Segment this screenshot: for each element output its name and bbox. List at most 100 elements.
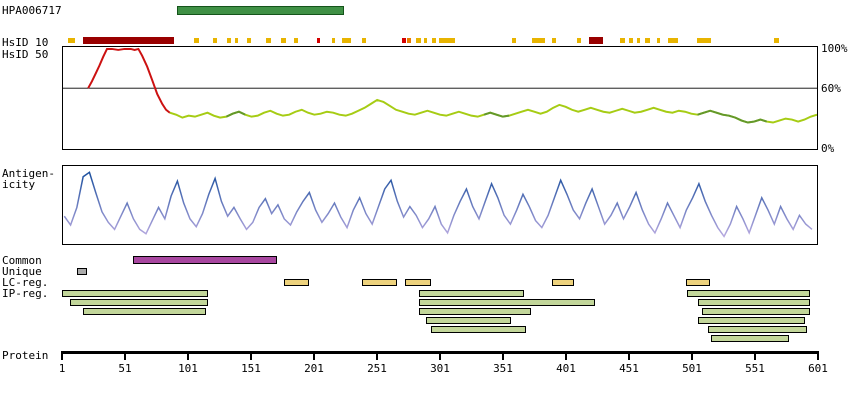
regions-label-ip-reg: IP-reg. bbox=[2, 287, 49, 300]
axis-tick bbox=[691, 351, 693, 360]
axis-tick bbox=[439, 351, 441, 360]
axis-tick-label: 101 bbox=[178, 362, 198, 375]
axis-tick bbox=[187, 351, 189, 360]
hsid10-segment bbox=[227, 38, 231, 43]
region-bar-ipreg bbox=[62, 290, 209, 297]
region-bar-ipreg bbox=[69, 299, 209, 306]
identity-profile-dark-segment bbox=[483, 111, 510, 118]
hsid10-segment bbox=[636, 38, 641, 43]
hsid10-segment bbox=[247, 38, 251, 43]
hsid10-segment bbox=[341, 38, 351, 43]
antigenicity-label-line1: Antigen- bbox=[2, 167, 55, 180]
axis-tick bbox=[124, 351, 126, 360]
hsid50-ytick-0: 0% bbox=[821, 142, 835, 155]
hsid10-segment bbox=[331, 38, 336, 43]
hsid10-segment bbox=[213, 38, 217, 43]
identity-profile-line bbox=[169, 98, 817, 124]
hsid10-segment bbox=[361, 38, 366, 43]
hsid10-segment bbox=[432, 38, 437, 43]
hsid10-segment bbox=[194, 38, 200, 43]
region-bar-ipreg bbox=[698, 299, 811, 306]
region-bar-lcreg bbox=[404, 279, 432, 286]
axis-tick bbox=[61, 351, 63, 360]
hsid10-segment bbox=[266, 38, 272, 43]
hsid10-segment bbox=[316, 38, 321, 43]
axis-tick bbox=[754, 351, 756, 360]
hsid10-segment bbox=[423, 38, 428, 43]
hsid10-segment bbox=[645, 38, 651, 43]
axis-tick bbox=[565, 351, 567, 360]
axis-tick-label: 1 bbox=[58, 362, 66, 375]
region-bar-ipreg bbox=[686, 290, 811, 297]
regions-label-lc-reg: LC-reg. bbox=[2, 276, 49, 289]
region-bar-common bbox=[132, 256, 278, 264]
region-bar-lcreg bbox=[361, 279, 398, 286]
hsid10-segment bbox=[293, 38, 298, 43]
hsid10-segment bbox=[234, 38, 239, 43]
region-bar-ipreg bbox=[426, 317, 511, 324]
axis-tick-label: 601 bbox=[808, 362, 828, 375]
axis-tick-label: 501 bbox=[682, 362, 702, 375]
regions-label-common: Common bbox=[2, 254, 42, 267]
hsid50-plot bbox=[62, 46, 818, 150]
hsid10-segment bbox=[629, 38, 633, 43]
hsid10-segment bbox=[281, 38, 287, 43]
hsid50-ytick-100: 100% bbox=[821, 42, 848, 55]
axis-tick-label: 51 bbox=[118, 362, 132, 375]
axis-tick bbox=[250, 351, 252, 360]
axis-tick-label: 401 bbox=[556, 362, 576, 375]
region-bar-ipreg bbox=[83, 308, 206, 315]
region-bar-ipreg bbox=[710, 335, 789, 342]
antigen-region-bar bbox=[176, 6, 345, 15]
axis-tick bbox=[817, 351, 819, 360]
hsid10-segment bbox=[407, 38, 411, 43]
hsid10-segment bbox=[531, 38, 545, 43]
hsid10-label: HsID 10 bbox=[2, 36, 49, 49]
hsid10-segment bbox=[656, 38, 661, 43]
antigen-id-label: HPA006717 bbox=[2, 4, 62, 17]
antigenicity-chart bbox=[63, 171, 813, 238]
axis-tick-label: 551 bbox=[745, 362, 765, 375]
axis-tick bbox=[376, 351, 378, 360]
axis-tick-label: 351 bbox=[493, 362, 513, 375]
axis-tick-label: 251 bbox=[367, 362, 387, 375]
axis-tick-label: 151 bbox=[241, 362, 261, 375]
hsid50-chart bbox=[63, 47, 817, 124]
hsid10-segment bbox=[552, 38, 556, 43]
protein-axis-label: Protein bbox=[2, 349, 49, 362]
region-bar-ipreg bbox=[431, 326, 526, 333]
hsid10-segment bbox=[416, 38, 422, 43]
identity-profile-dark-segment bbox=[225, 110, 246, 118]
region-bar-lcreg bbox=[283, 279, 309, 286]
hsid10-segment bbox=[773, 38, 779, 43]
region-bar-ipreg bbox=[418, 290, 525, 297]
axis-tick-label: 201 bbox=[304, 362, 324, 375]
identity-profile-dark-segment bbox=[697, 109, 768, 124]
regions-label-unique: Unique bbox=[2, 265, 42, 278]
hsid10-segment bbox=[620, 38, 626, 43]
hsid10-segment bbox=[68, 38, 75, 43]
antigenicity-label-line2: icity bbox=[2, 178, 36, 191]
hsid10-segment bbox=[588, 37, 603, 44]
axis-tick bbox=[313, 351, 315, 360]
region-bar-ipreg bbox=[698, 317, 806, 324]
antigenicity-line bbox=[63, 171, 813, 238]
region-bar-ipreg bbox=[418, 299, 595, 306]
hsid10-track bbox=[62, 37, 818, 44]
antigenicity-plot bbox=[62, 165, 818, 245]
hsid10-segment bbox=[402, 38, 406, 43]
hsid10-segment bbox=[511, 38, 516, 43]
region-bar-ipreg bbox=[418, 308, 531, 315]
hsid10-segment bbox=[668, 38, 679, 43]
axis-tick bbox=[502, 351, 504, 360]
axis-tick-label: 301 bbox=[430, 362, 450, 375]
hsid50-label: HsID 50 bbox=[2, 48, 49, 61]
hsid10-segment bbox=[438, 38, 456, 43]
hsid10-segment bbox=[577, 38, 582, 43]
hsid10-segment bbox=[83, 37, 175, 44]
axis-tick bbox=[628, 351, 630, 360]
hsid10-segment bbox=[697, 38, 711, 43]
region-bar-unique bbox=[77, 268, 88, 275]
region-bar-ipreg bbox=[708, 326, 807, 333]
